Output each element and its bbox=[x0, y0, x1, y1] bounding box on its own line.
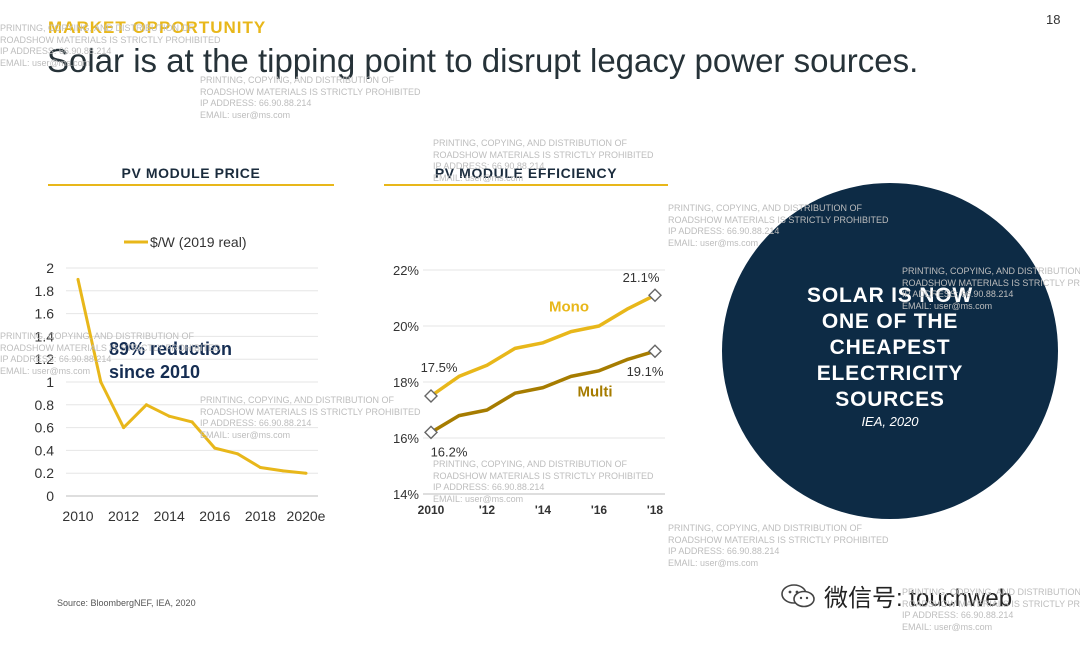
y-tick-label: 0.8 bbox=[35, 397, 55, 413]
watermark: PRINTING, COPYING, AND DISTRIBUTION OF RO… bbox=[0, 23, 221, 68]
section-label: MARKET OPPORTUNITY bbox=[48, 18, 267, 37]
data-point bbox=[144, 403, 148, 407]
x-tick-label: 2010 bbox=[418, 503, 445, 517]
watermark: PRINTING, COPYING, AND DISTRIBUTION OF RO… bbox=[668, 203, 889, 248]
annotation-line: 89% reduction bbox=[109, 339, 232, 359]
page-number: 18 bbox=[1046, 12, 1061, 27]
annotation-line: since 2010 bbox=[109, 362, 200, 382]
y-tick-label: 1.4 bbox=[35, 328, 55, 344]
legend-label: $/W (2019 real) bbox=[150, 234, 246, 250]
watermark: PRINTING, COPYING, AND DISTRIBUTION OF RO… bbox=[0, 331, 221, 376]
y-tick-label: 0.6 bbox=[35, 420, 55, 436]
price-chart-title: PV MODULE PRICE bbox=[121, 165, 261, 181]
data-point bbox=[258, 466, 262, 469]
series-label: Multi bbox=[578, 383, 613, 400]
callout-circle: SOLAR IS NOW ONE OF THE CHEAPEST ELECTRI… bbox=[722, 183, 1058, 519]
data-point bbox=[122, 426, 126, 430]
series-label: Mono bbox=[549, 299, 589, 316]
watermark: PRINTING, COPYING, AND DISTRIBUTION OF RO… bbox=[433, 459, 654, 504]
callout-line: SOLAR IS NOW bbox=[807, 284, 973, 307]
callout-line: CHEAPEST bbox=[829, 336, 951, 359]
data-label: 16.2% bbox=[431, 444, 468, 459]
data-point bbox=[236, 452, 240, 456]
data-label: 17.5% bbox=[421, 360, 458, 375]
watermark: PRINTING, COPYING, AND DISTRIBUTION OF RO… bbox=[902, 587, 1080, 632]
x-tick-label: 2014 bbox=[154, 508, 185, 524]
data-point bbox=[76, 277, 80, 281]
y-tick-label: 0.4 bbox=[35, 442, 55, 458]
y-tick-label: 1.8 bbox=[35, 283, 55, 299]
efficiency-chart-title-rule bbox=[384, 184, 668, 186]
y-tick-label: 14% bbox=[393, 487, 419, 502]
y-tick-label: 1.2 bbox=[35, 351, 55, 367]
x-tick-label: 2010 bbox=[62, 508, 93, 524]
series-line-mono bbox=[429, 293, 656, 398]
x-tick-label: 2018 bbox=[245, 508, 276, 524]
callout-line: ELECTRICITY bbox=[816, 362, 964, 385]
wechat-label: 微信号: touchweb bbox=[824, 585, 1013, 612]
endpoint-marker bbox=[424, 389, 438, 403]
page-title: Solar is at the tipping point to disrupt… bbox=[47, 42, 919, 79]
efficiency-chart-title: PV MODULE EFFICIENCY bbox=[434, 165, 618, 181]
callout-source: IEA, 2020 bbox=[861, 414, 919, 429]
x-tick-label: '16 bbox=[591, 503, 608, 517]
y-tick-label: 22% bbox=[393, 263, 419, 278]
data-label: 21.1% bbox=[623, 270, 660, 285]
y-tick-label: 18% bbox=[393, 375, 419, 390]
callout-line: SOURCES bbox=[835, 388, 945, 411]
watermark: PRINTING, COPYING, AND DISTRIBUTION OF RO… bbox=[433, 138, 654, 183]
wechat-icon bbox=[781, 583, 815, 607]
data-label: 19.1% bbox=[627, 364, 664, 379]
watermark: PRINTING, COPYING, AND DISTRIBUTION OF RO… bbox=[902, 266, 1080, 311]
x-tick-label: '18 bbox=[647, 503, 664, 517]
source-note: Source: BloombergNEF, IEA, 2020 bbox=[57, 598, 196, 608]
series-line-multi bbox=[430, 349, 656, 434]
data-point bbox=[281, 469, 285, 473]
y-tick-label: 2 bbox=[46, 260, 54, 276]
price-chart: 0 0.2 0.4 0.6 0.8 1 1.2 1.4 1.6 1.8 2 2010 2012 2014 2… bbox=[35, 234, 326, 524]
y-tick-label: 0 bbox=[46, 488, 54, 504]
efficiency-chart: 14% 16% 18% 20% 22% 2010 '12 '14 '16 '18 Mono Multi… bbox=[393, 263, 665, 517]
y-tick-label: 16% bbox=[393, 431, 419, 446]
watermark: PRINTING, COPYING, AND DISTRIBUTION OF RO… bbox=[668, 523, 889, 568]
x-tick-label: 2020e bbox=[287, 508, 326, 524]
watermark: PRINTING, COPYING, AND DISTRIBUTION OF RO… bbox=[200, 395, 421, 440]
watermark: PRINTING, COPYING, AND DISTRIBUTION OF RO… bbox=[200, 75, 421, 120]
endpoint-marker bbox=[648, 344, 662, 359]
data-point bbox=[99, 380, 103, 384]
y-tick-label: 20% bbox=[393, 319, 419, 334]
data-point bbox=[304, 471, 308, 475]
x-tick-label: '14 bbox=[535, 503, 552, 517]
price-chart-title-rule bbox=[48, 184, 334, 186]
x-tick-label: '12 bbox=[479, 503, 496, 517]
callout-line: ONE OF THE bbox=[821, 310, 959, 333]
y-tick-label: 0.2 bbox=[35, 465, 55, 481]
wechat-badge: 微信号: touchweb bbox=[780, 578, 1012, 613]
endpoint-marker bbox=[648, 288, 662, 303]
x-tick-label: 2016 bbox=[199, 508, 230, 524]
y-tick-label: 1.6 bbox=[35, 306, 55, 322]
callout-text: SOLAR IS NOW ONE OF THE CHEAPEST ELECTRI… bbox=[722, 283, 1058, 413]
y-tick-label: 1 bbox=[46, 374, 54, 390]
data-point bbox=[213, 446, 217, 450]
x-tick-label: 2012 bbox=[108, 508, 139, 524]
endpoint-marker bbox=[424, 425, 438, 440]
data-point bbox=[167, 414, 171, 418]
data-point bbox=[190, 420, 194, 424]
